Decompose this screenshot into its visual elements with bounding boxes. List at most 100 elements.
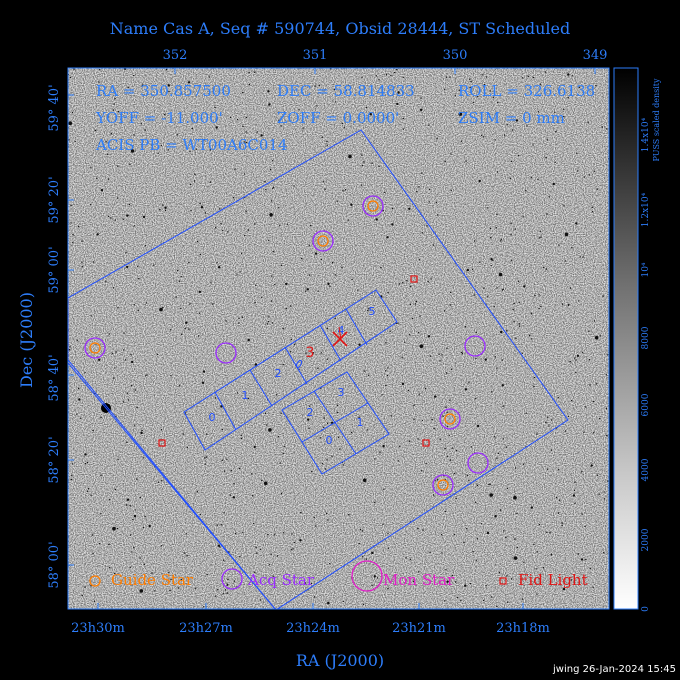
star-speck xyxy=(140,431,143,435)
bottom-tick-label: 23h18m xyxy=(496,621,550,636)
star-speck xyxy=(251,473,253,475)
star-speck xyxy=(68,349,71,351)
star-speck xyxy=(240,252,243,255)
star-speck xyxy=(151,572,153,574)
star-speck xyxy=(199,253,202,256)
star-speck xyxy=(290,549,293,551)
star-speck xyxy=(516,512,518,514)
star-speck xyxy=(156,353,159,356)
star-speck xyxy=(225,320,227,322)
star-speck xyxy=(545,421,547,424)
star-speck xyxy=(306,288,309,291)
star-speck xyxy=(114,367,116,369)
chip-label: 1 xyxy=(357,416,364,429)
star-speck xyxy=(371,584,373,586)
star-speck xyxy=(131,360,134,364)
star-speck xyxy=(133,74,135,77)
star-speck xyxy=(153,264,155,266)
star-speck xyxy=(116,527,119,530)
star-speck xyxy=(558,244,560,246)
star-speck xyxy=(139,496,141,499)
star-speck xyxy=(178,587,180,589)
star-speck xyxy=(375,75,377,77)
star-speck xyxy=(127,399,130,401)
star-speck xyxy=(351,278,353,281)
star-speck xyxy=(577,553,579,555)
star-speck xyxy=(269,168,272,171)
star-speck xyxy=(536,551,538,553)
star-speck xyxy=(233,483,235,485)
star-speck xyxy=(313,516,315,518)
star-speck xyxy=(283,445,285,448)
star-speck xyxy=(311,471,313,473)
legend-guide-label: Guide Star xyxy=(111,571,194,589)
top-tick-label: 351 xyxy=(303,48,328,63)
star-speck xyxy=(116,197,119,199)
star-speck xyxy=(486,531,490,535)
star-speck xyxy=(358,542,360,545)
star-speck xyxy=(571,75,573,77)
star-speck xyxy=(189,150,191,153)
star-speck xyxy=(494,515,497,518)
star-speck xyxy=(226,458,228,460)
star-speck xyxy=(86,490,89,492)
star-speck xyxy=(574,481,576,483)
star-speck xyxy=(574,357,576,359)
star-speck xyxy=(267,534,269,536)
star-speck xyxy=(186,555,188,557)
left-tick-label: 58° 20' xyxy=(47,436,62,483)
star-speck xyxy=(472,101,474,104)
star-speck xyxy=(269,213,273,217)
star-speck xyxy=(92,429,94,432)
star-speck xyxy=(341,267,343,269)
overlay-layer: RA = 350.857500 DEC = 58.814833 ROLL = 3… xyxy=(68,82,595,609)
star-speck xyxy=(204,457,206,459)
star-speck xyxy=(598,493,600,495)
star-speck xyxy=(432,244,435,246)
star-speck xyxy=(576,354,580,357)
star-speck xyxy=(435,201,437,204)
star-speck xyxy=(365,558,367,560)
star-speck xyxy=(342,464,344,466)
star-speck xyxy=(267,321,270,323)
fov-outline xyxy=(68,129,569,609)
star-speck xyxy=(495,227,497,229)
star-speck xyxy=(438,353,440,355)
star-speck xyxy=(170,329,172,331)
star-speck xyxy=(572,494,576,497)
star-speck xyxy=(549,531,551,534)
star-speck xyxy=(126,214,129,217)
star-speck xyxy=(100,189,104,192)
legend-mon-label: Mon Star xyxy=(383,571,455,589)
star-speck xyxy=(272,575,274,577)
star-speck xyxy=(468,479,470,481)
star-speck xyxy=(518,325,521,327)
star-speck xyxy=(84,586,86,588)
star-speck xyxy=(489,90,491,92)
star-speck xyxy=(308,274,311,276)
star-speck xyxy=(133,225,135,227)
acq-star xyxy=(464,335,486,357)
star-speck xyxy=(428,201,430,203)
legend-acq-symbol xyxy=(221,568,243,590)
star-speck xyxy=(545,268,547,270)
star-speck xyxy=(343,127,345,129)
star-speck xyxy=(562,587,566,591)
star-speck xyxy=(170,375,172,377)
star-speck xyxy=(141,84,143,86)
star-speck xyxy=(140,122,142,125)
star-speck xyxy=(369,113,372,116)
star-speck xyxy=(98,358,101,361)
star-speck xyxy=(291,533,293,535)
star-speck xyxy=(184,327,186,330)
star-speck xyxy=(279,462,281,464)
star-speck xyxy=(588,174,590,176)
star-speck xyxy=(122,401,125,403)
star-speck xyxy=(398,283,400,285)
star-speck xyxy=(247,338,250,342)
star-speck xyxy=(98,142,101,144)
info-ra: RA = 350.857500 xyxy=(96,82,231,100)
star-speck xyxy=(490,265,492,267)
star-speck xyxy=(489,227,492,230)
star-speck xyxy=(326,144,328,146)
